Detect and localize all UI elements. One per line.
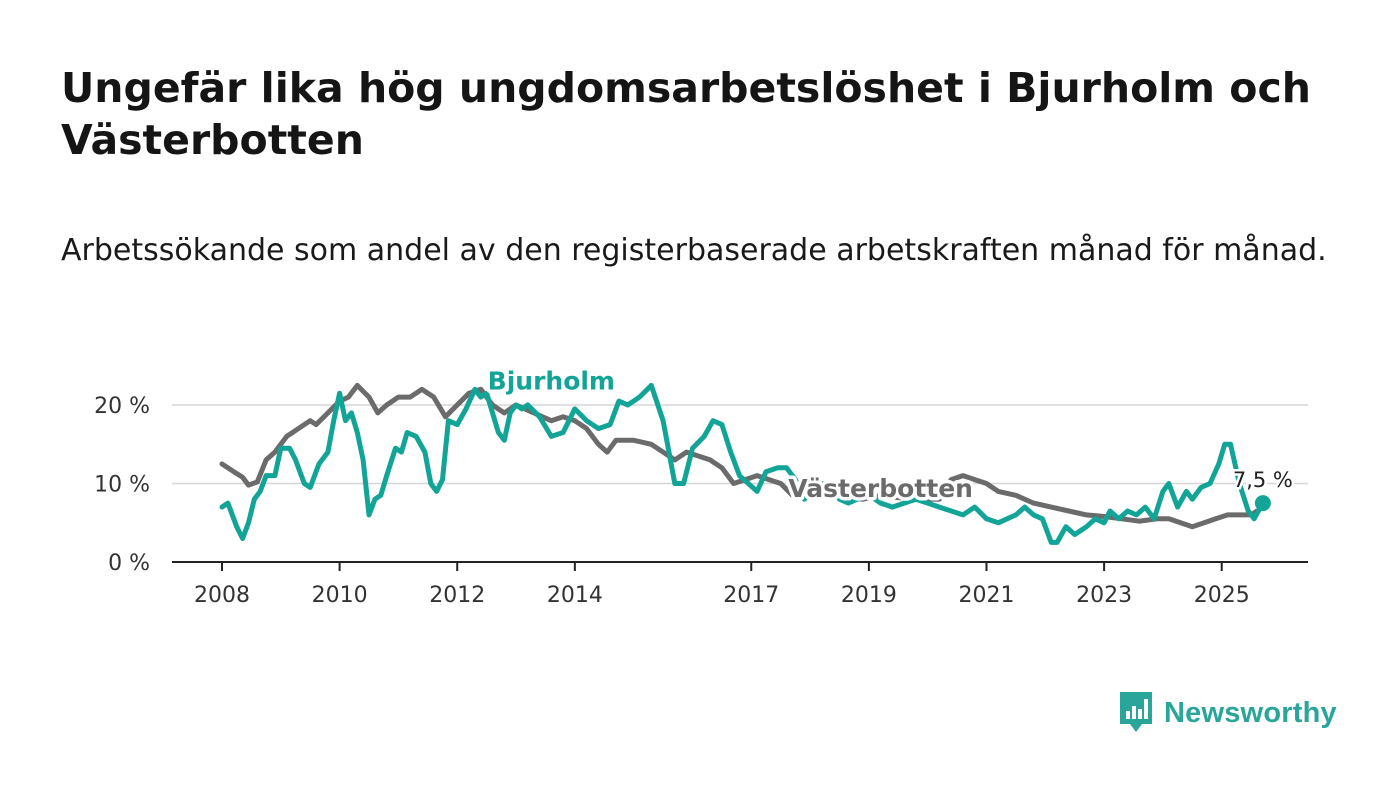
series-line-vsterbotten xyxy=(219,382,1260,530)
series-label: Västerbotten xyxy=(788,474,973,503)
end-point-marker xyxy=(1254,495,1271,512)
axes: 0 % 10 % 20 % 2008 2010 2012 2014 2017 2019 2021 2… xyxy=(94,394,1308,608)
chart-subtitle: Arbetssökande som andel av den registerb… xyxy=(61,233,1327,268)
x-tick-label: 2010 xyxy=(312,583,368,608)
series-line-bjurholm xyxy=(219,382,1266,545)
series-lines xyxy=(219,382,1266,545)
x-tick-label: 2008 xyxy=(194,583,250,608)
series-labels: Västerbotten Bjurholm 7,5 % xyxy=(484,363,1295,512)
newsworthy-logo: Newsworthy xyxy=(1118,690,1337,736)
x-tick-label: 2019 xyxy=(841,583,897,608)
x-tick-label: 2017 xyxy=(723,583,779,608)
y-tick-label: 20 % xyxy=(94,394,150,419)
brand-name: Newsworthy xyxy=(1164,696,1337,729)
y-tick-label: 10 % xyxy=(94,473,150,498)
y-tick-label: 0 % xyxy=(108,551,150,576)
chart-title: Ungefär lika hög ungdomsarbetslöshet i B… xyxy=(61,64,1311,164)
x-tick-label: 2012 xyxy=(429,583,485,608)
bar-chart-speech-bubble-icon xyxy=(1120,692,1152,732)
x-tick-label: 2023 xyxy=(1076,583,1132,608)
end-value-label: 7,5 % xyxy=(1233,468,1293,492)
x-tick-label: 2014 xyxy=(547,583,603,608)
x-tick-label: 2021 xyxy=(958,583,1014,608)
x-tick-label: 2025 xyxy=(1194,583,1250,608)
series-label: Bjurholm xyxy=(488,366,615,395)
